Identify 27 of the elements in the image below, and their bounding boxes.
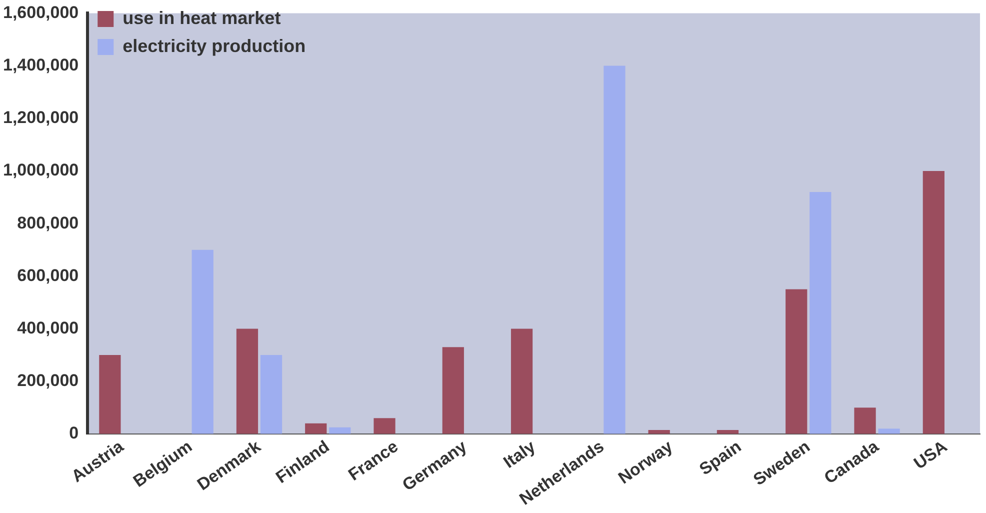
- bar: [260, 355, 282, 434]
- bar: [810, 192, 832, 434]
- y-tick-label: 1,400,000: [2, 55, 79, 74]
- y-tick-label: 1,600,000: [2, 2, 79, 22]
- y-tick-label: 0: [69, 424, 79, 443]
- y-tick-label: 200,000: [17, 371, 79, 390]
- legend-label: use in heat market: [122, 8, 281, 28]
- bar: [510, 328, 533, 434]
- y-tick-label: 800,000: [17, 213, 79, 232]
- bar: [878, 428, 900, 434]
- bar: [442, 347, 464, 434]
- bar: [786, 289, 808, 434]
- y-tick-label: 600,000: [17, 266, 79, 285]
- y-tick-label: 1,200,000: [2, 108, 79, 128]
- bar: [305, 423, 327, 434]
- y-tick-label: 400,000: [17, 318, 79, 338]
- bar: [236, 328, 258, 434]
- bar: [374, 418, 396, 434]
- bar: [99, 355, 121, 434]
- x-tick-label: USA: [910, 436, 951, 474]
- bar: [922, 170, 944, 434]
- bar: [854, 408, 876, 434]
- bar: [329, 427, 351, 434]
- legend-label: electricity production: [122, 36, 306, 56]
- bar: [604, 66, 626, 434]
- bar: [192, 250, 214, 434]
- y-tick-label: 1,000,000: [2, 160, 79, 180]
